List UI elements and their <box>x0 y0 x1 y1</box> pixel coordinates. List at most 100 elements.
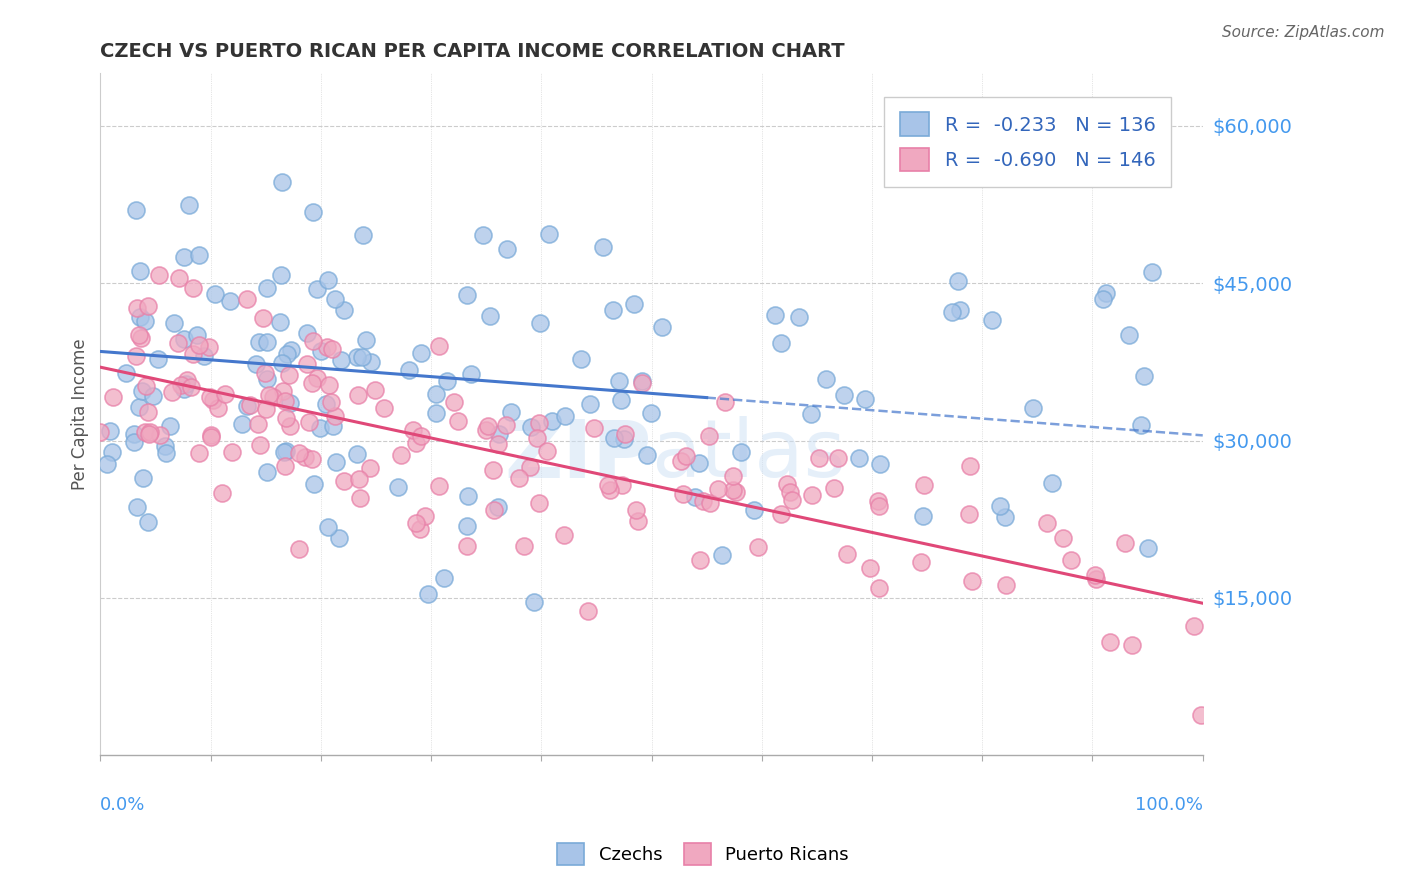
Point <box>129 264 152 278</box>
Point <box>941 305 963 319</box>
Point <box>827 450 849 465</box>
Point <box>408 522 430 536</box>
Point <box>823 481 845 495</box>
Point <box>128 400 150 414</box>
Point <box>134 313 156 327</box>
Point <box>959 458 981 473</box>
Point <box>122 427 145 442</box>
Point <box>187 248 209 262</box>
Point <box>582 421 605 435</box>
Point <box>359 461 381 475</box>
Point <box>413 508 436 523</box>
Point <box>779 485 801 500</box>
Point <box>360 355 382 369</box>
Point <box>200 427 222 442</box>
Point <box>409 346 432 360</box>
Point <box>159 418 181 433</box>
Legend: Czechs, Puerto Ricans: Czechs, Puerto Ricans <box>548 834 858 874</box>
Point <box>868 581 890 595</box>
Point <box>136 299 159 313</box>
Point <box>321 343 343 357</box>
Point <box>513 540 536 554</box>
Point <box>569 351 592 366</box>
Point <box>599 483 621 497</box>
Point <box>252 310 274 325</box>
Point <box>198 340 221 354</box>
Point <box>100 445 122 459</box>
Point <box>770 508 793 522</box>
Point <box>125 202 148 217</box>
Text: CZECH VS PUERTO RICAN PER CAPITA INCOME CORRELATION CHART: CZECH VS PUERTO RICAN PER CAPITA INCOME … <box>100 42 845 61</box>
Point <box>688 457 710 471</box>
Point <box>946 274 969 288</box>
Point <box>236 292 259 306</box>
Point <box>198 390 221 404</box>
Point <box>276 346 298 360</box>
Point <box>1182 619 1205 633</box>
Point <box>912 509 935 524</box>
Point <box>364 384 387 398</box>
Point <box>136 405 159 419</box>
Point <box>416 587 439 601</box>
Point <box>770 336 793 351</box>
Point <box>398 362 420 376</box>
Point <box>631 376 654 391</box>
Point <box>160 384 183 399</box>
Point <box>477 418 499 433</box>
Point <box>707 483 730 497</box>
Point <box>114 367 136 381</box>
Point <box>247 417 270 431</box>
Point <box>333 475 356 489</box>
Point <box>142 389 165 403</box>
Point <box>176 373 198 387</box>
Point <box>523 595 546 609</box>
Point <box>254 402 277 417</box>
Point <box>425 406 447 420</box>
Point <box>270 175 292 189</box>
Point <box>529 316 551 330</box>
Point <box>723 468 745 483</box>
Point <box>1040 475 1063 490</box>
Point <box>474 423 496 437</box>
Point <box>315 341 337 355</box>
Point <box>636 448 658 462</box>
Point <box>910 555 932 569</box>
Point <box>1118 327 1140 342</box>
Point <box>486 436 509 450</box>
Point <box>247 334 270 349</box>
Point <box>307 282 329 296</box>
Point <box>298 415 321 429</box>
Point <box>501 404 523 418</box>
Point <box>699 496 721 510</box>
Point <box>278 418 301 433</box>
Point <box>167 271 190 285</box>
Point <box>1052 531 1074 545</box>
Point <box>257 388 280 402</box>
Point <box>352 227 374 242</box>
Point <box>1084 568 1107 582</box>
Point <box>277 368 299 382</box>
Point <box>187 338 209 352</box>
Point <box>869 457 891 471</box>
Point <box>527 416 550 430</box>
Point <box>309 344 332 359</box>
Point <box>488 426 510 441</box>
Point <box>389 448 412 462</box>
Text: atlas: atlas <box>651 417 846 494</box>
Point <box>96 457 118 471</box>
Point <box>346 447 368 461</box>
Point <box>981 313 1004 327</box>
Point <box>201 392 224 407</box>
Point <box>211 485 233 500</box>
Point <box>713 395 735 409</box>
Point <box>651 320 673 334</box>
Point <box>949 302 972 317</box>
Point <box>333 302 356 317</box>
Point <box>134 425 156 439</box>
Point <box>669 454 692 468</box>
Point <box>170 377 193 392</box>
Point <box>868 500 890 514</box>
Point <box>180 380 202 394</box>
Point <box>387 480 409 494</box>
Point <box>1114 536 1136 550</box>
